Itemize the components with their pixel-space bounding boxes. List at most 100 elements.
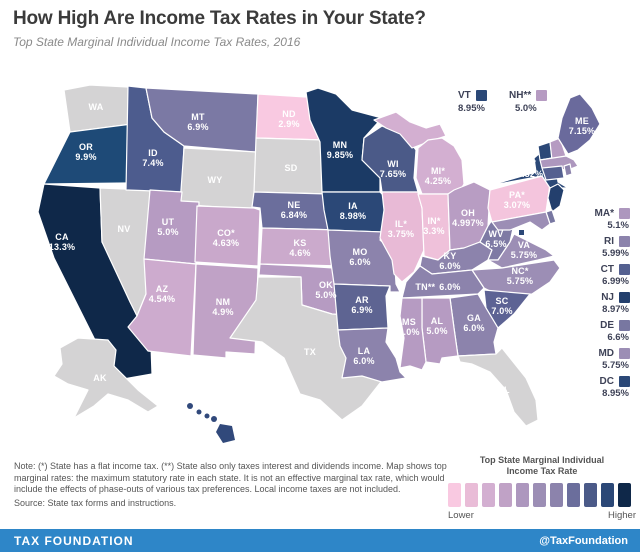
callout-ri-swatch: [619, 236, 630, 247]
label-nc: NC* 5.75%: [507, 266, 534, 286]
callout-ri-value: 5.99%: [602, 248, 629, 259]
label-ak: AK: [93, 373, 107, 383]
state-co: [194, 205, 261, 267]
callout-ma-label: MA*: [594, 208, 614, 219]
label-wv: WV 6.5%: [485, 229, 506, 249]
page-subtitle: Top State Marginal Individual Income Tax…: [13, 35, 301, 49]
state-sc: [483, 289, 531, 329]
label-la: LA 6.0%: [353, 346, 374, 366]
label-mt: MT 6.9%: [187, 112, 208, 132]
state-mi-upper: [373, 111, 447, 149]
state-ms: [399, 297, 427, 371]
legend-title: Top State Marginal Individual Income Tax…: [479, 455, 605, 476]
header: How High Are Income Tax Rates in Your St…: [13, 8, 613, 49]
callout-vt-swatch: [475, 90, 487, 101]
callout-ri-label: RI: [604, 236, 614, 247]
legend-swatch: [516, 483, 529, 507]
label-fl: FL: [498, 385, 510, 395]
callout-column: MA* 5.1% RI 5.99% CT 6.99% NJ 8.97% DE 6…: [552, 208, 630, 404]
footer-bar: TAX FOUNDATION @TaxFoundation: [0, 529, 640, 552]
callout-ct: CT 6.99%: [552, 264, 630, 287]
callout-ct-swatch: [619, 264, 630, 275]
callout-ct-value: 6.99%: [602, 276, 629, 287]
callout-nj-label: NJ: [601, 292, 614, 303]
state-hi: [187, 403, 235, 443]
label-ok: OK 5.0%: [315, 280, 336, 300]
callout-ma-value: 5.1%: [607, 220, 629, 231]
callout-ma: MA* 5.1%: [552, 208, 630, 231]
label-nd: ND 2.9%: [278, 109, 299, 129]
callout-nh: NH** 5.0%: [509, 90, 548, 114]
callout-de-value: 6.6%: [607, 332, 629, 343]
label-il: IL* 3.75%: [388, 219, 415, 239]
callout-dc: DC 8.95%: [552, 376, 630, 399]
callout-md: MD 5.75%: [552, 348, 630, 371]
callout-md-label: MD: [598, 348, 614, 359]
label-nv: NV: [118, 224, 131, 234]
label-tx: TX: [304, 347, 316, 357]
callout-ma-swatch: [619, 208, 630, 219]
callout-nj-swatch: [619, 292, 630, 303]
state-tn: [401, 265, 485, 299]
label-wa: WA: [89, 102, 104, 112]
callout-md-value: 5.75%: [602, 360, 629, 371]
label-al: AL 5.0%: [426, 316, 447, 336]
callout-de-swatch: [619, 320, 630, 331]
legend-swatch: [601, 483, 614, 507]
state-md: [491, 211, 551, 231]
state-dc-dot: [519, 230, 524, 235]
label-ut: UT 5.0%: [157, 217, 178, 237]
callout-nh-label: NH**: [509, 90, 532, 101]
label-ky: KY 6.0%: [439, 251, 460, 271]
callout-vt-value: 8.95%: [458, 103, 485, 114]
label-in: IN* 3.3%: [423, 216, 444, 236]
label-pa: PA* 3.07%: [504, 190, 531, 210]
state-me: [557, 93, 601, 155]
legend-swatch: [499, 483, 512, 507]
label-sc: SC 7.0%: [491, 296, 512, 316]
label-me: ME 7.15%: [569, 116, 596, 136]
label-va: VA 5.75%: [511, 240, 538, 260]
callout-vt-label: VT: [458, 90, 471, 101]
label-ar: AR 6.9%: [351, 295, 372, 315]
state-la: [337, 327, 407, 383]
label-ca: CA 13.3%: [49, 232, 76, 252]
legend-swatch: [533, 483, 546, 507]
legend-swatch: [482, 483, 495, 507]
label-mn: MN 9.85%: [327, 140, 354, 160]
state-mi: [415, 137, 465, 195]
legend-swatch: [448, 483, 461, 507]
page-title: How High Are Income Tax Rates in Your St…: [13, 8, 426, 29]
callout-dc-label: DC: [599, 376, 614, 387]
label-mi: MI* 4.25%: [425, 166, 452, 186]
label-or: OR 9.9%: [75, 142, 96, 162]
callout-nh-swatch: [536, 90, 548, 101]
state-ct: [541, 165, 565, 181]
callout-dc-value: 8.95%: [602, 388, 629, 399]
legend-color-scale: [448, 483, 636, 507]
state-ak: [53, 337, 159, 419]
legend-higher-label: Higher: [608, 510, 636, 521]
legend-lower-label: Lower: [448, 510, 474, 521]
label-wi: WI 7.65%: [380, 159, 407, 179]
callout-ct-label: CT: [600, 264, 614, 275]
brand-logo-text: TAX FOUNDATION: [14, 533, 134, 548]
callout-dc-swatch: [619, 376, 630, 387]
footnote-body: Note: (*) State has a flat income tax. (…: [14, 461, 447, 494]
callout-ri: RI 5.99%: [552, 236, 630, 259]
label-ia: IA 8.98%: [340, 201, 367, 221]
callout-vt: VT 8.95%: [458, 90, 487, 114]
legend: Top State Marginal Individual Income Tax…: [448, 455, 636, 521]
label-ks: KS 4.6%: [289, 238, 310, 258]
legend-end-labels: Lower Higher: [448, 510, 636, 521]
legend-swatch: [584, 483, 597, 507]
callout-de-label: DE: [600, 320, 614, 331]
legend-swatch: [465, 483, 478, 507]
label-nm: NM 4.9%: [212, 297, 233, 317]
label-ne: NE 6.84%: [281, 200, 308, 220]
label-mo: MO 6.0%: [349, 247, 370, 267]
label-ms: MS 5.0%: [398, 317, 419, 337]
label-tn: TN** 6.0%: [415, 282, 460, 292]
label-sd: SD: [285, 163, 298, 173]
